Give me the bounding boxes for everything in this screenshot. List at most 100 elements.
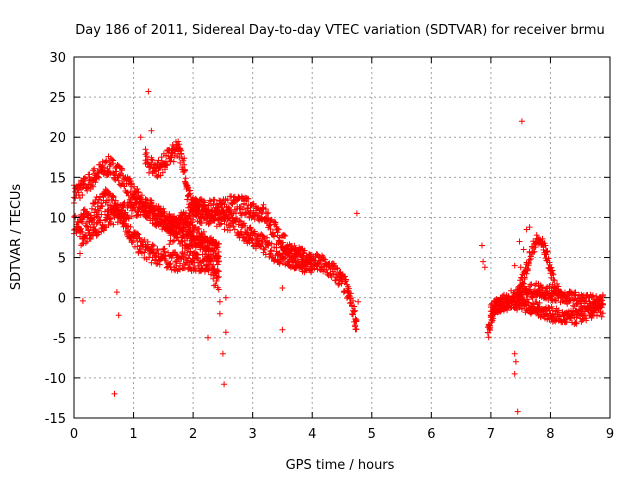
data-point xyxy=(272,219,279,226)
data-point xyxy=(175,138,182,145)
data-point xyxy=(143,149,150,156)
x-tick-label: 4 xyxy=(308,427,316,442)
data-point xyxy=(595,305,602,312)
data-point xyxy=(515,293,522,300)
data-point xyxy=(178,151,185,158)
data-point xyxy=(555,293,562,299)
data-point xyxy=(136,234,143,241)
data-point xyxy=(555,307,562,314)
data-point xyxy=(216,298,223,305)
data-point xyxy=(128,207,135,214)
data-point xyxy=(150,242,157,249)
data-point xyxy=(90,183,97,190)
x-tick-label: 3 xyxy=(249,427,257,442)
data-point xyxy=(343,278,349,284)
x-tick-label: 7 xyxy=(487,427,495,442)
data-point xyxy=(599,310,606,317)
data-point xyxy=(526,256,533,263)
data-point xyxy=(267,226,274,233)
data-point xyxy=(528,281,535,288)
data-point xyxy=(180,224,187,231)
data-point xyxy=(592,299,599,306)
data-point xyxy=(323,266,330,273)
data-point xyxy=(215,268,222,275)
data-point xyxy=(205,267,212,274)
data-point xyxy=(214,252,221,259)
y-tick-label: 10 xyxy=(49,211,66,226)
data-point xyxy=(195,206,202,213)
data-point xyxy=(148,259,155,266)
data-point xyxy=(529,294,536,301)
data-point xyxy=(236,217,243,224)
data-point xyxy=(248,227,255,233)
data-point xyxy=(546,259,553,266)
data-point xyxy=(146,169,152,176)
data-point xyxy=(193,251,200,258)
data-point xyxy=(535,303,542,310)
data-point xyxy=(486,326,493,332)
data-point xyxy=(227,224,233,231)
data-point xyxy=(599,301,606,308)
data-point xyxy=(195,255,201,262)
data-point xyxy=(279,285,286,291)
data-point xyxy=(520,297,526,304)
data-point xyxy=(141,249,148,256)
data-point xyxy=(132,197,139,203)
data-point xyxy=(274,225,281,232)
data-point xyxy=(545,255,552,262)
y-tick-label: 15 xyxy=(49,171,66,186)
data-point xyxy=(109,156,115,163)
data-point xyxy=(355,298,362,305)
data-point xyxy=(190,250,197,257)
data-point xyxy=(273,241,280,248)
data-point xyxy=(91,165,98,172)
x-tick-label: 0 xyxy=(70,427,78,442)
data-point xyxy=(526,224,533,231)
data-point xyxy=(524,265,531,272)
data-point xyxy=(188,219,195,226)
data-point xyxy=(222,294,229,301)
data-point xyxy=(137,134,144,141)
data-point xyxy=(517,264,524,271)
data-point xyxy=(215,286,222,293)
data-point xyxy=(599,291,606,298)
data-point xyxy=(202,201,208,208)
data-point xyxy=(94,214,101,220)
data-point xyxy=(501,304,507,311)
data-point xyxy=(190,216,197,223)
x-axis-label: GPS time / hours xyxy=(286,458,395,473)
data-point xyxy=(525,299,532,306)
data-point xyxy=(181,155,188,162)
data-point xyxy=(531,248,538,255)
data-point xyxy=(353,318,360,325)
data-point xyxy=(165,220,172,227)
data-point xyxy=(119,165,125,172)
data-point xyxy=(167,232,174,239)
data-point xyxy=(481,264,488,271)
data-point xyxy=(480,258,487,265)
data-point xyxy=(205,334,211,341)
data-point xyxy=(200,235,207,242)
data-point xyxy=(79,229,86,236)
data-point xyxy=(264,210,270,217)
data-point xyxy=(215,248,222,255)
data-markers xyxy=(71,88,606,415)
data-point xyxy=(338,280,345,287)
data-point xyxy=(220,209,227,216)
data-point xyxy=(181,166,188,173)
data-point xyxy=(177,260,183,267)
data-point xyxy=(511,370,518,377)
data-point xyxy=(210,275,217,282)
data-point xyxy=(342,273,348,280)
data-point xyxy=(200,215,207,222)
data-point xyxy=(330,260,337,267)
data-point xyxy=(242,222,249,229)
data-point xyxy=(79,297,86,304)
data-point xyxy=(301,247,308,254)
data-point xyxy=(512,358,519,365)
data-point xyxy=(115,177,122,184)
data-point xyxy=(200,228,207,235)
data-point xyxy=(275,226,282,233)
data-point xyxy=(237,218,244,225)
